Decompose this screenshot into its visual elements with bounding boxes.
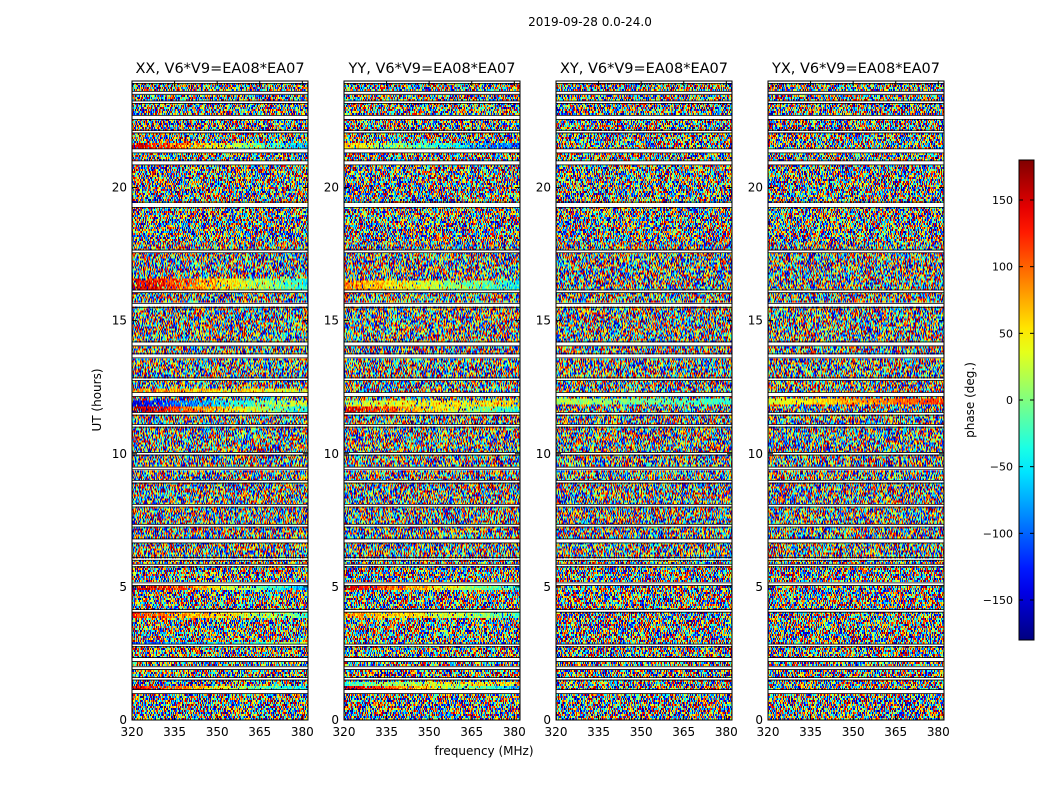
y-tick-label: 15 xyxy=(112,314,127,328)
y-tick-label: 15 xyxy=(748,314,763,328)
colorbar-tick-label: −150 xyxy=(983,594,1013,607)
colorbar-tick-label: 150 xyxy=(992,194,1013,207)
y-tick-label: 15 xyxy=(536,314,551,328)
y-tick-label: 0 xyxy=(119,713,127,727)
panel-frame xyxy=(343,80,521,721)
x-axis-label: frequency (MHz) xyxy=(434,744,533,758)
x-tick-label: 335 xyxy=(163,725,186,739)
x-tick-label: 320 xyxy=(121,725,144,739)
x-tick-label: 365 xyxy=(672,725,695,739)
phase-heatmap xyxy=(768,81,944,720)
x-tick-label: 350 xyxy=(206,725,229,739)
y-tick-label: 0 xyxy=(331,713,339,727)
phase-heatmap xyxy=(344,81,520,720)
colorbar-tick-label: −50 xyxy=(990,461,1013,474)
x-tick-label: 350 xyxy=(842,725,865,739)
x-tick-label: 335 xyxy=(375,725,398,739)
x-tick-label: 380 xyxy=(503,725,526,739)
x-tick-label: 365 xyxy=(884,725,907,739)
x-tick-label: 335 xyxy=(799,725,822,739)
x-tick-label: 350 xyxy=(418,725,441,739)
phase-heatmap xyxy=(556,81,732,720)
y-tick-label: 20 xyxy=(536,181,551,195)
x-tick-label: 380 xyxy=(927,725,950,739)
panel-title: XX, V6*V9=EA08*EA07 xyxy=(135,61,304,77)
colorbar: 150 100 50 0 −50 −100 −150 xyxy=(983,159,1035,641)
y-tick-label: 20 xyxy=(748,181,763,195)
panel-frame xyxy=(131,80,309,721)
x-tick-label: 320 xyxy=(757,725,780,739)
y-tick-label: 15 xyxy=(324,314,339,328)
colorbar-tick-label: 50 xyxy=(999,327,1013,340)
y-tick-label: 0 xyxy=(543,713,551,727)
panel-title: XY, V6*V9=EA08*EA07 xyxy=(560,61,728,77)
x-tick-label: 350 xyxy=(630,725,653,739)
panel-frame xyxy=(555,80,733,721)
x-tick-label: 380 xyxy=(715,725,738,739)
y-tick-label: 20 xyxy=(324,181,339,195)
x-tick-label: 320 xyxy=(545,725,568,739)
y-axis-label: UT (hours) xyxy=(90,368,104,431)
panel-title: YY, V6*V9=EA08*EA07 xyxy=(348,61,516,77)
x-tick-label: 335 xyxy=(587,725,610,739)
y-tick-label: 5 xyxy=(543,580,551,594)
y-tick-label: 10 xyxy=(112,447,127,461)
colorbar-tick-label: −100 xyxy=(983,527,1013,540)
panel-frame xyxy=(767,80,945,721)
y-tick-label: 0 xyxy=(755,713,763,727)
y-tick-label: 10 xyxy=(536,447,551,461)
y-tick-label: 5 xyxy=(331,580,339,594)
y-tick-label: 5 xyxy=(755,580,763,594)
figure-title: 2019-09-28 0.0-24.0 xyxy=(528,15,652,29)
x-tick-label: 380 xyxy=(291,725,314,739)
panel-1: XX, V6*V9=EA08*EA07 320 335 350 365 380 0 5 10 15… xyxy=(112,61,314,739)
panels: XX, V6*V9=EA08*EA07 320 335 350 365 380 0 5 10 15… xyxy=(112,61,950,739)
colorbar-label: phase (deg.) xyxy=(963,362,977,438)
y-tick-label: 10 xyxy=(748,447,763,461)
phase-heatmap xyxy=(132,81,308,720)
panel-3: XY, V6*V9=EA08*EA07 320 335 350 365 380 0 5 10 15… xyxy=(536,61,738,739)
y-tick-label: 10 xyxy=(324,447,339,461)
panel-2: YY, V6*V9=EA08*EA07 320 335 350 365 380 0 5 10 15… xyxy=(324,61,526,739)
panel-title: YX, V6*V9=EA08*EA07 xyxy=(771,61,940,77)
x-tick-label: 365 xyxy=(460,725,483,739)
x-tick-label: 320 xyxy=(333,725,356,739)
colorbar-tick-label: 0 xyxy=(1006,394,1013,407)
y-tick-label: 20 xyxy=(112,181,127,195)
y-tick-label: 5 xyxy=(119,580,127,594)
panel-4: YX, V6*V9=EA08*EA07 320 335 350 365 380 0 5 10 15… xyxy=(748,61,950,739)
x-tick-label: 365 xyxy=(248,725,271,739)
colorbar-tick-label: 100 xyxy=(992,261,1013,274)
